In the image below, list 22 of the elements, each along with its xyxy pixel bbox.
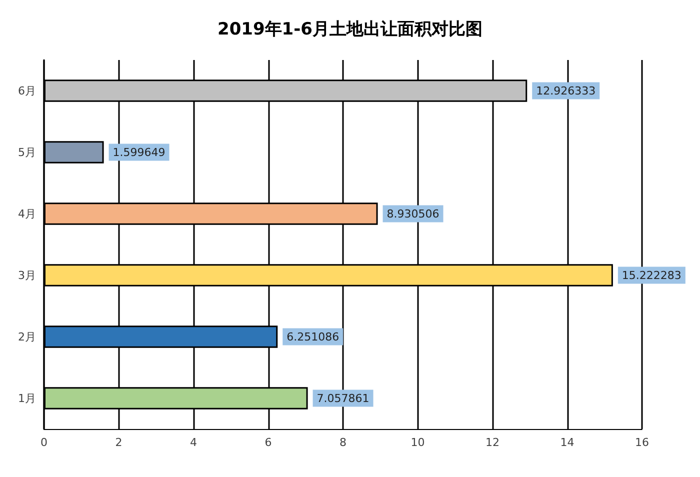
data-label: 7.057861 [316,392,370,405]
y-tick-label: 6月 [18,84,36,98]
data-label: 1.599649 [112,146,166,159]
y-tick-label: 2月 [18,330,36,344]
x-tick-label: 12 [486,436,500,449]
x-tick-label: 14 [560,436,574,449]
chart-title: 2019年1-6月土地出让面积对比图 [217,20,483,40]
x-tick-label: 10 [410,436,425,449]
x-tick-label: 16 [635,436,649,449]
data-label: 15.222283 [622,268,682,282]
x-tick-label: 2 [115,436,122,449]
x-tick-label: 6 [264,436,272,449]
data-label: 6.251086 [286,330,340,344]
y-tick-label: 3月 [18,268,36,282]
y-tick-label: 1月 [18,392,36,405]
x-tick-label: 4 [190,436,197,449]
y-tick-label: 5月 [18,146,36,159]
x-tick-label: 0 [40,436,48,449]
y-tick-label: 4月 [18,207,36,220]
x-tick-label: 8 [340,436,346,449]
data-label: 8.930506 [386,207,440,220]
data-label: 12.926333 [536,84,596,98]
